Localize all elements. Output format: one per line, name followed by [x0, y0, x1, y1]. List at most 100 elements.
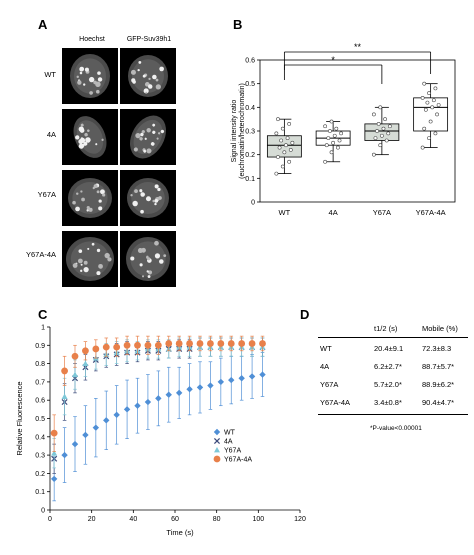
table-row: Y67A-4A 3.4±0.8* 90.4±4.7* [318, 398, 468, 410]
data-point [423, 107, 428, 112]
data-point [433, 131, 438, 136]
y-tick-label: 1 [41, 325, 45, 332]
row-name: WT [320, 344, 332, 353]
micrograph-4a-gfp [120, 109, 176, 165]
row-label-4a: 4A [46, 130, 56, 139]
x-tick-label: 80 [213, 516, 221, 523]
data-point [375, 129, 379, 133]
data-point [420, 95, 425, 100]
significance-bracket: ** [283, 42, 432, 74]
y-tick-label: 0.5 [35, 416, 45, 423]
legend-label: 4A [224, 439, 233, 446]
box-y67a [364, 105, 400, 157]
y-tick-label: 0.3 [245, 129, 255, 136]
data-point [428, 119, 433, 124]
data-point [165, 391, 172, 398]
y-axis-label: Relative Fluorescence [15, 381, 24, 455]
data-point [386, 131, 391, 136]
data-point [280, 164, 285, 169]
data-point [279, 138, 284, 143]
data-point [123, 341, 131, 349]
micrograph-4a-hoechst [62, 109, 118, 165]
data-point [326, 136, 331, 141]
legend-marker [213, 428, 221, 436]
data-point [248, 373, 256, 380]
y-tick-label: 0.4 [245, 105, 255, 112]
row-name: Y67A-4A [320, 398, 351, 407]
data-point [217, 378, 225, 386]
data-point [384, 138, 389, 143]
x-axis-label: Time (s) [166, 528, 194, 537]
data-point [276, 155, 280, 159]
data-point [61, 367, 68, 375]
significance-bracket: * [283, 55, 383, 84]
table-header-mobile: Mobile (%) [422, 324, 458, 333]
data-point [288, 148, 293, 152]
table-row: Y67A 5.7±2.0* 88.9±6.2* [318, 380, 468, 392]
data-point [228, 376, 235, 384]
data-point [420, 145, 425, 150]
data-point [144, 398, 152, 406]
data-point [328, 129, 332, 133]
box-plot: 0 0.1 0.2 0.3 0.4 0.5 0.6 Signal intensity rati… [231, 42, 456, 217]
column-header-hoechst: Hoechst [79, 36, 105, 43]
data-point [287, 122, 292, 126]
data-point [329, 150, 334, 155]
t-half-value: 3.4±0.8* [374, 398, 402, 407]
x-tick-label: Y67A-4A [416, 208, 446, 217]
panel-letter-a: A [38, 17, 48, 32]
data-point [207, 382, 214, 389]
row-label-wt: WT [44, 70, 56, 79]
series-wt [50, 352, 266, 502]
data-point [378, 143, 383, 148]
data-point [290, 140, 295, 145]
table-row: 4A 6.2±2.7* 88.7±5.7* [318, 362, 468, 374]
x-tick-label: Y67A [373, 208, 391, 217]
legend-label: Y67A-4A [224, 457, 252, 464]
data-point [277, 145, 282, 150]
data-point [371, 152, 376, 157]
data-point [334, 126, 339, 131]
data-point [196, 384, 204, 391]
micrograph-wt-gfp [120, 48, 176, 104]
data-point [323, 124, 328, 129]
data-point [436, 103, 441, 107]
data-point [186, 386, 193, 393]
y-tick-label: 0.2 [245, 152, 255, 159]
table-header-row: t1/2 (s) Mobile (%) [318, 324, 468, 336]
legend-label: WT [224, 430, 236, 437]
box-y67a-4a [413, 81, 449, 150]
legend-marker [213, 455, 221, 463]
data-point [378, 105, 383, 110]
data-point [274, 171, 279, 176]
legend-label: Y67A [224, 448, 241, 455]
row-label-y67a: Y67A [37, 190, 56, 199]
panel-letter-c: C [38, 307, 48, 322]
data-point [102, 343, 110, 351]
data-point [165, 340, 173, 347]
x-tick-label: 0 [48, 516, 52, 523]
box-4a [315, 119, 351, 164]
data-point [282, 150, 287, 155]
data-point [287, 159, 292, 164]
data-point [284, 143, 288, 148]
data-point [329, 119, 334, 124]
data-point [72, 371, 78, 377]
data-point [50, 475, 58, 483]
data-point [175, 389, 183, 397]
data-point [280, 126, 285, 131]
data-point [134, 341, 141, 349]
data-point [196, 340, 204, 347]
data-point [103, 417, 110, 424]
micrograph-y67a-hoechst [62, 170, 118, 226]
data-point [134, 402, 141, 409]
data-point [175, 340, 183, 347]
y-axis-label: (euchromatin/heterochromatin) [239, 83, 246, 179]
t-half-value: 6.2±2.7* [374, 362, 402, 371]
micrograph-y67a-4a-gfp [120, 231, 176, 287]
data-point [61, 393, 68, 399]
x-tick-label: 60 [171, 516, 179, 523]
data-point [238, 375, 245, 382]
y-tick-label: 0.4 [35, 434, 45, 441]
